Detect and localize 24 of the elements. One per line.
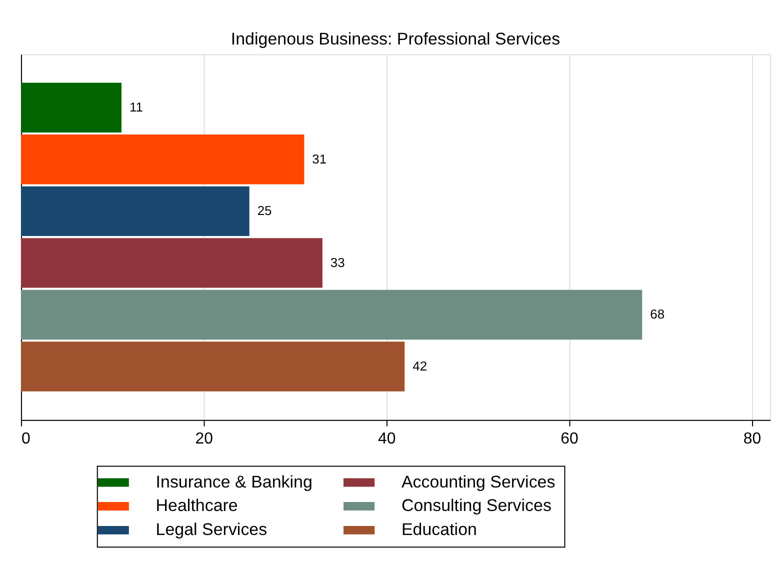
bar [20,238,322,288]
data-label: 42 [412,358,428,374]
data-label: 31 [312,151,327,166]
legend-label: Education [401,520,477,540]
x-tick-label: 80 [743,430,762,448]
x-tick-label: 40 [378,430,396,448]
data-label: 25 [257,203,272,218]
data-label: 33 [330,254,345,270]
legend-label: Consulting Services [401,496,552,516]
bar [20,290,642,340]
bar [20,134,304,184]
x-tick-label: 20 [195,430,214,448]
data-label: 11 [129,100,143,115]
data-label: 68 [650,306,665,322]
bar [20,342,405,392]
bar [20,186,250,236]
bar [20,82,122,132]
x-tick-label: 0 [21,430,30,448]
chart-title: Indigenous Business: Professional Services [230,29,560,48]
legend-label: Insurance & Banking [156,472,312,492]
x-tick-label: 60 [560,430,579,448]
legend-label: Healthcare [156,496,238,516]
legend-label: Accounting Services [401,472,556,492]
legend-label: Legal Services [156,520,268,540]
